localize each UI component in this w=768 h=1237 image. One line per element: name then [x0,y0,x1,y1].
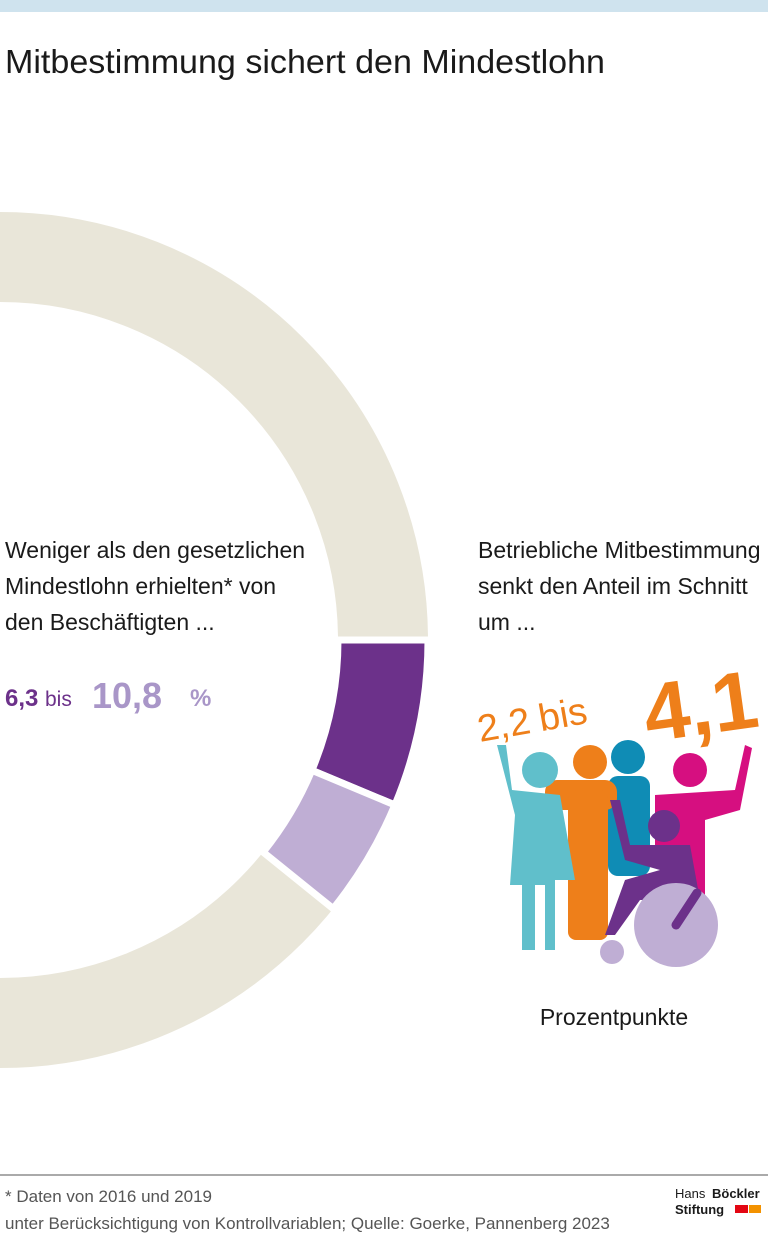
top-bar [0,0,768,12]
footnote: * Daten von 2016 und 2019 [5,1187,212,1206]
effect-text: Betriebliche Mitbestimmung [478,537,761,563]
effect-to: 4,1 [638,654,764,760]
description: Mindestlohn erhielten* von [5,573,276,599]
value-label: 6,3 [5,685,38,712]
effect-text: um ... [478,609,536,635]
logo-mark [749,1205,761,1213]
source: unter Berücksichtigung von Kontrollvaria… [5,1214,610,1233]
range-word: bis [45,688,72,711]
effect-from: 2,2 [474,700,533,751]
donut-segment [258,765,400,914]
logo-mark [735,1205,748,1213]
unit-label: Prozentpunkte [540,1004,688,1030]
chart-title: Mitbestimmung sichert den Mindestlohn [5,43,605,80]
donut-track [0,212,428,1068]
range-from: 2,2 bis [474,690,590,751]
range-word: bis [535,690,590,740]
logo-text: Stiftung [675,1202,724,1217]
unit: % [190,685,211,712]
effect-text: senkt den Anteil im Schnitt [478,573,748,599]
people-illustration [497,740,752,967]
description: den Beschäftigten ... [5,609,215,635]
value-label: 10,8 [92,675,162,716]
logo-text: Böckler [712,1186,760,1201]
description: Weniger als den gesetzlichen [5,537,305,563]
logo-text: Hans [675,1186,706,1201]
donut [0,212,432,1068]
